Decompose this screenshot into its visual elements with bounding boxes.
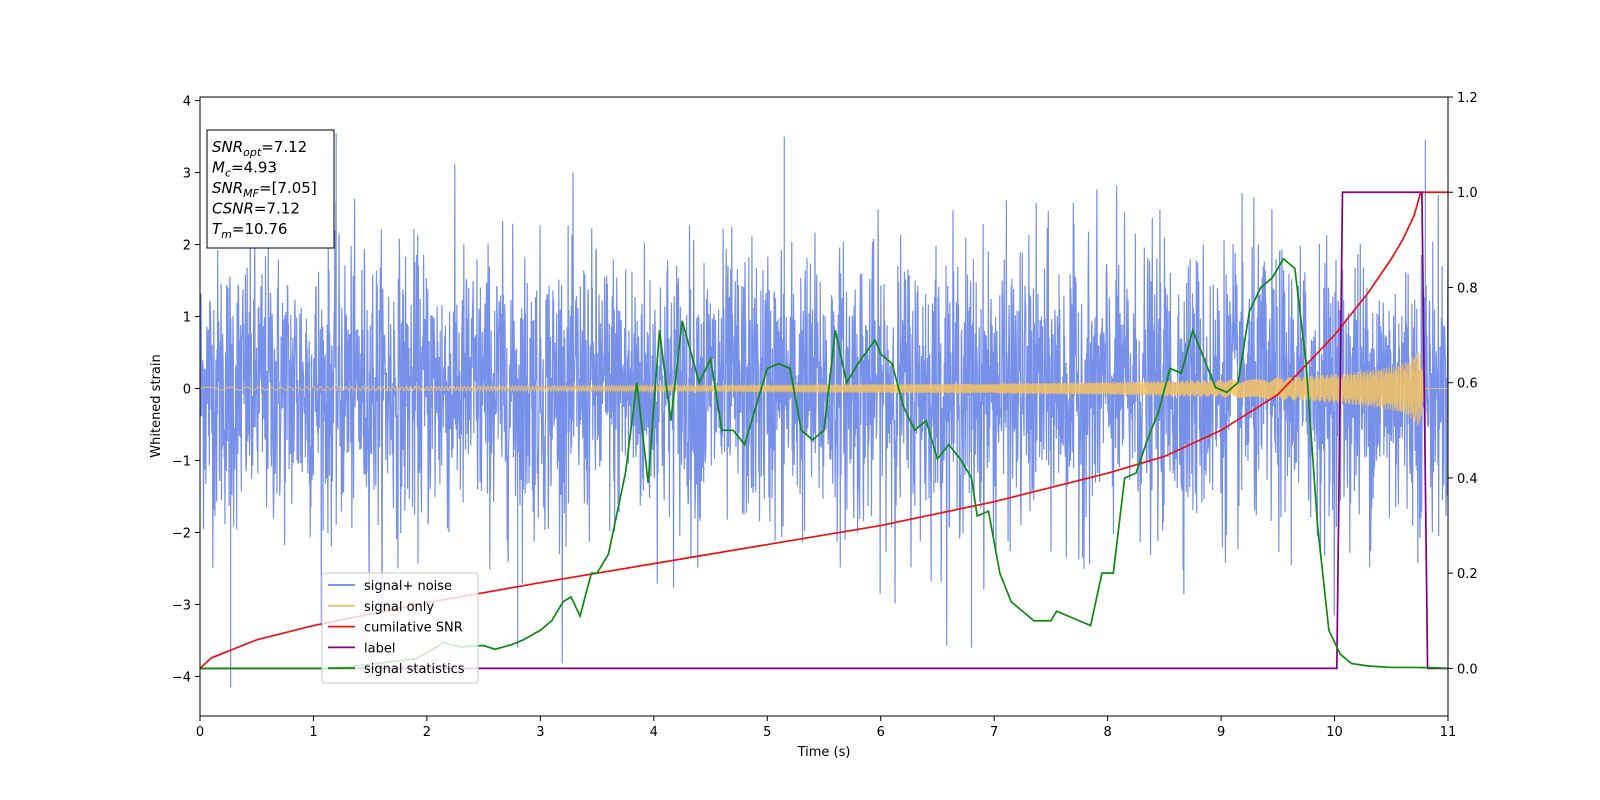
annotation-symbol: T [212, 220, 223, 238]
annotation-value: =7.12 [261, 138, 307, 156]
x-tick-label-11: 11 [1440, 725, 1457, 740]
x-tick-label-10: 10 [1326, 725, 1343, 740]
plot-frame [199, 96, 1449, 717]
annotation-symbol: SNR [212, 138, 243, 156]
legend-frame [321, 572, 479, 684]
x-tick-label-9: 9 [1217, 725, 1225, 740]
annotation-subscript: m [221, 228, 232, 241]
x-tick-label-6: 6 [877, 725, 885, 740]
annotation-line-0: SNRopt=7.12 [212, 138, 307, 159]
annotation-line-1: Mc=4.93 [212, 159, 277, 180]
x-tick-label-7: 7 [990, 725, 998, 740]
annotation-box: SNRopt=7.12Mc=4.93SNRMF=[7.05]CSNR=7.12T… [206, 129, 335, 249]
y-left-tick-label: 3 [183, 167, 191, 182]
y-left-tick-label: −4 [172, 670, 191, 685]
series-signal-statistics-line [200, 257, 1448, 670]
annotation-symbol: CSNR [212, 200, 254, 218]
y-right-tick-label: 0.2 [1457, 567, 1478, 582]
legend-label-4: signal statistics [364, 662, 465, 677]
y-left-tick-label: 4 [183, 95, 191, 110]
legend: signal+ noise signal only cumilative SNR la… [321, 572, 479, 684]
annotation-subscript: opt [243, 146, 262, 159]
annotation-symbol: M [212, 159, 225, 177]
x-tick-label-2: 2 [423, 725, 431, 740]
y-left-tick-label: 2 [183, 239, 191, 254]
annotation-line-2: SNRMF=[7.05] [212, 179, 317, 200]
y-left-tick-label: −3 [172, 598, 191, 613]
annotation-symbol: SNR [212, 179, 243, 197]
y-axis-label: Whitened strain [149, 354, 164, 457]
axes: 0 1 2 3 4 5 6 7 8 9 10 11 −4 −3 −2 −1 0 1 2 3 4 0.0 0.2 0.4 0.6 0… [172, 91, 1478, 740]
series-signal-noise-line [200, 132, 1448, 688]
x-tick-label-3: 3 [536, 725, 544, 740]
y-left-tick-label: −2 [172, 526, 191, 541]
y-right-tick-label: 0.4 [1457, 472, 1478, 487]
annotation-line-3: CSNR=7.12 [212, 200, 300, 218]
annotation-value: =4.93 [231, 159, 277, 177]
annotation-subscript: MF [243, 187, 259, 200]
annotation-frame [206, 129, 335, 249]
x-tick-label-8: 8 [1103, 725, 1111, 740]
series-signal-only-line [200, 352, 1448, 426]
x-axis-label: Time (s) [797, 745, 851, 760]
annotation-line-4: Tm=10.76 [212, 220, 287, 241]
y-left-tick-label: −1 [172, 454, 191, 469]
x-tick-label-1: 1 [309, 725, 317, 740]
y-left-tick-label: 0 [183, 383, 191, 398]
annotation-subscript: c [225, 167, 231, 180]
annotation-value: =10.76 [232, 220, 288, 238]
y-right-tick-label: 0.0 [1457, 662, 1478, 677]
annotation-value: =7.12 [254, 200, 300, 218]
legend-label-2: cumilative SNR [364, 621, 463, 636]
annotation-value: =[7.05] [259, 179, 317, 197]
legend-label-3: label [364, 641, 395, 656]
legend-label-1: signal only [364, 600, 434, 615]
x-tick-label-0: 0 [196, 725, 204, 740]
x-tick-label-5: 5 [763, 725, 771, 740]
y-right-tick-label: 1.2 [1457, 91, 1478, 106]
legend-label-0: signal+ noise [364, 579, 452, 594]
y-right-tick-label: 0.6 [1457, 377, 1478, 392]
y-left-tick-label: 1 [183, 311, 191, 326]
x-tick-label-4: 4 [650, 725, 658, 740]
y-right-tick-label: 1.0 [1457, 186, 1478, 201]
y-right-tick-label: 0.8 [1457, 281, 1478, 296]
